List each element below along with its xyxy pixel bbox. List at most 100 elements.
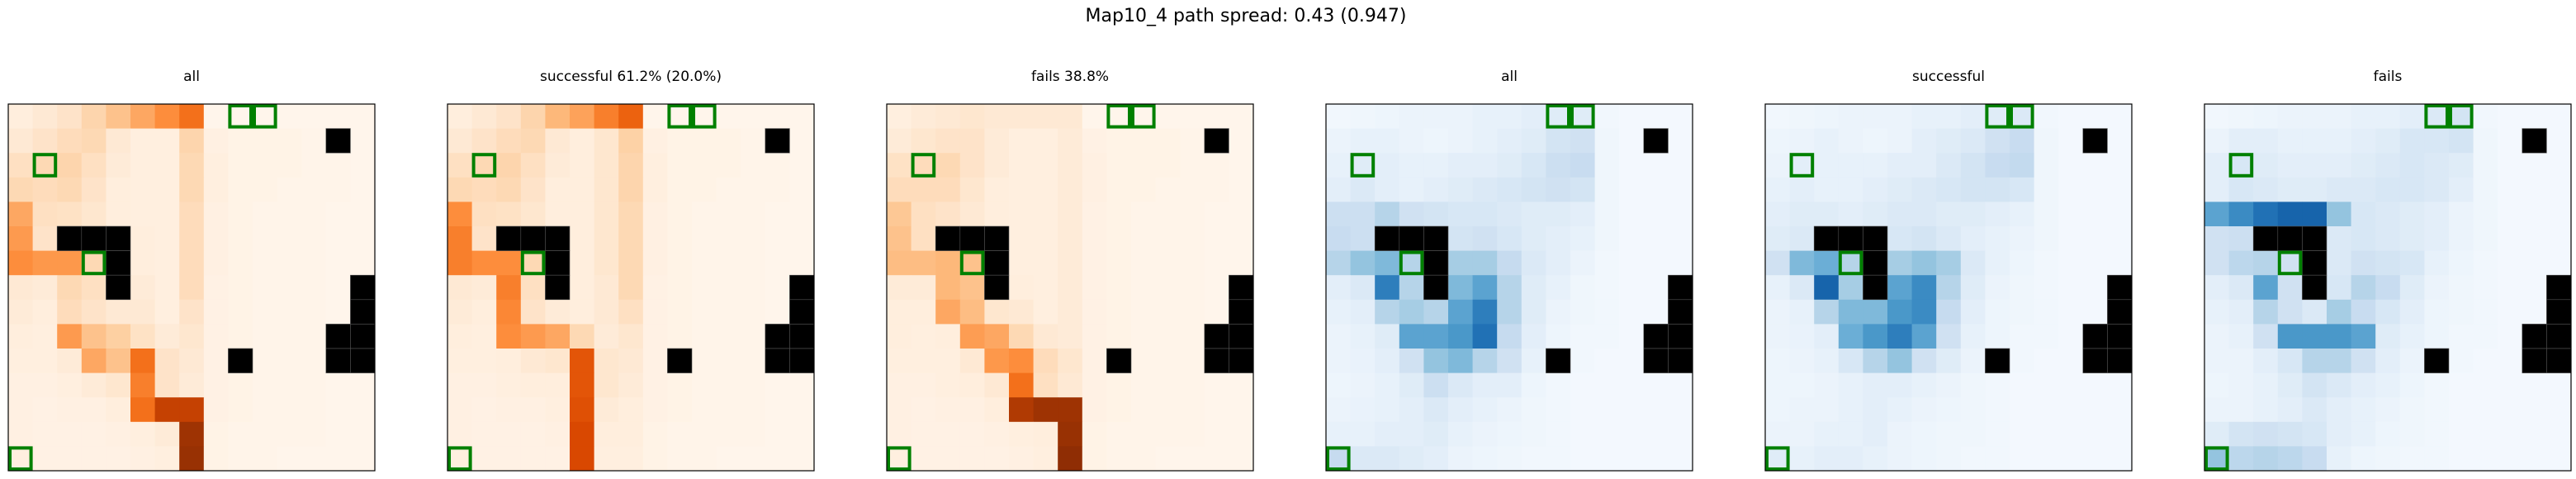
heatmap-cell — [1936, 324, 1962, 349]
heatmap-cell — [154, 128, 180, 154]
heatmap-cell — [228, 202, 253, 227]
heatmap-cell — [2010, 299, 2034, 325]
wall-cell — [1204, 128, 1229, 154]
heatmap-cell — [594, 324, 619, 349]
heatmap-cell — [1472, 177, 1498, 202]
heatmap-cell — [1985, 202, 2010, 227]
heatmap-cell — [570, 372, 594, 398]
heatmap-cell — [2253, 128, 2279, 154]
heatmap-cell — [618, 421, 644, 447]
heatmap-cell — [1497, 397, 1522, 423]
heatmap-cell — [959, 250, 985, 276]
heatmap-cell — [1399, 299, 1424, 325]
heatmap-cell — [447, 397, 472, 423]
heatmap-cell — [1643, 275, 1669, 301]
heatmap-cell — [2351, 397, 2376, 423]
heatmap-cell — [1350, 324, 1376, 349]
heatmap-cell — [301, 324, 327, 349]
heatmap-cell — [2010, 104, 2034, 129]
heatmap-cell — [1619, 177, 1645, 202]
wall-cell — [1643, 128, 1669, 154]
heatmap-cell — [1399, 153, 1424, 178]
panel-title: all — [1501, 69, 1518, 85]
heatmap-cell — [32, 421, 58, 447]
heatmap-cell — [154, 324, 180, 349]
heatmap-cell — [1887, 177, 1912, 202]
heatmap-cell — [277, 104, 302, 129]
heatmap-cell — [2473, 104, 2498, 129]
heatmap-cell — [1863, 128, 1888, 154]
heatmap-cell — [447, 421, 472, 447]
wall-cell — [984, 250, 1010, 276]
heatmap-cell — [2399, 104, 2425, 129]
heatmap-cell — [1131, 202, 1156, 227]
heatmap-cell — [1789, 128, 1815, 154]
heatmap-cell — [1960, 372, 1986, 398]
heatmap-cell — [789, 153, 815, 178]
heatmap-cell — [935, 250, 961, 276]
heatmap-cell — [2107, 128, 2133, 154]
wall-cell — [228, 348, 253, 373]
heatmap-cell — [741, 349, 766, 373]
heatmap-cell — [1399, 349, 1424, 373]
heatmap-cell — [1229, 104, 1254, 129]
wall-cell — [81, 225, 107, 251]
heatmap-cell — [2204, 275, 2229, 301]
heatmap-cell — [984, 177, 1010, 202]
heatmap-cell — [1643, 226, 1669, 251]
heatmap-cell — [130, 299, 155, 325]
heatmap-cell — [2082, 299, 2108, 325]
heatmap-cell — [1570, 446, 1595, 472]
heatmap-cell — [1009, 324, 1034, 349]
heatmap-cell — [1375, 250, 1400, 276]
heatmap-cell — [1619, 250, 1645, 276]
wall-cell — [1668, 299, 1693, 325]
heatmap-cell — [1521, 128, 1546, 154]
heatmap-cell — [1155, 226, 1181, 251]
heatmap-cell — [106, 202, 131, 227]
heatmap-cell — [1082, 299, 1107, 325]
goal-marker — [887, 446, 912, 471]
heatmap-cell — [179, 275, 205, 301]
heatmap-cell — [1131, 104, 1156, 129]
heatmap-cell — [2498, 104, 2523, 129]
heatmap-cell — [1033, 397, 1058, 423]
heatmap-cell — [203, 153, 229, 178]
heatmap-cell — [2399, 177, 2425, 202]
heatmap-cell — [1985, 250, 2010, 276]
heatmap-cell — [81, 372, 107, 398]
heatmap-cell — [57, 153, 83, 178]
heatmap-cell — [301, 104, 327, 129]
goal-marker — [1546, 104, 1570, 129]
heatmap-cell — [154, 202, 180, 227]
heatmap-cell — [1546, 275, 1571, 301]
wall-cell — [1229, 324, 1254, 349]
heatmap-cell — [1033, 153, 1058, 178]
heatmap-cell — [1082, 250, 1107, 276]
heatmap-cell — [496, 128, 522, 154]
heatmap-cell — [57, 349, 83, 373]
heatmap-cell — [1423, 202, 1449, 227]
heatmap-cell — [570, 104, 594, 129]
heatmap-cell — [2253, 250, 2279, 276]
heatmap-cell — [887, 275, 912, 301]
heatmap-cell — [1326, 250, 1351, 276]
heatmap-cell — [471, 299, 497, 325]
heatmap-cell — [520, 153, 546, 178]
heatmap-cell — [1448, 153, 1473, 178]
heatmap-cell — [2498, 421, 2523, 447]
heatmap-cell — [1009, 104, 1034, 129]
heatmap-cell — [2424, 202, 2450, 227]
heatmap-cell — [1765, 104, 1790, 129]
heatmap-cell — [984, 372, 1010, 398]
heatmap-cell — [1229, 226, 1254, 251]
heatmap-cell — [228, 446, 253, 472]
heatmap-cell — [154, 275, 180, 301]
heatmap-cell — [203, 324, 229, 349]
heatmap-cell — [1082, 128, 1107, 154]
heatmap-cell — [935, 299, 961, 325]
wall-cell — [2107, 274, 2133, 301]
heatmap-cell — [887, 250, 912, 276]
heatmap-cell — [1326, 128, 1351, 154]
wall-cell — [765, 348, 790, 373]
